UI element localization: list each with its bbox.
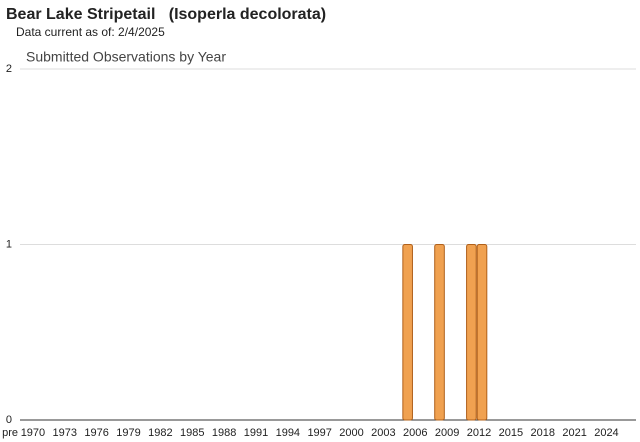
x-tick-label: 2021 [562,427,586,439]
x-tick-label: 2006 [403,427,427,439]
chart-title: Submitted Observations by Year [26,49,226,65]
x-tick-label: 1985 [180,427,204,439]
bar [402,244,413,421]
x-tick-label: 2018 [530,427,554,439]
x-tick-label: 1994 [276,427,300,439]
y-tick-label: 2 [6,63,12,75]
x-tick-label: 2015 [499,427,523,439]
x-tick-label: 1997 [307,427,331,439]
x-tick-label: 1988 [212,427,236,439]
x-tick-label: 1982 [148,427,172,439]
x-tick-label: 1976 [84,427,108,439]
page-subtitle: Data current as of: 2/4/2025 [16,25,165,39]
x-tick-label: 2009 [435,427,459,439]
bar [434,244,445,421]
page-title: Bear Lake Stripetail (Isoperla decolorat… [6,6,326,23]
x-tick-label: 1970 [21,427,45,439]
x-tick-label: 1979 [116,427,140,439]
y-tick-label: 0 [6,414,12,426]
x-tick-label: pre [2,427,18,439]
x-tick-label: 1973 [53,427,77,439]
x-tick-label: 2000 [339,427,363,439]
x-tick-label: 2012 [467,427,491,439]
bar [466,244,477,421]
bar [476,244,488,421]
x-tick-label: 2003 [371,427,395,439]
x-tick-label: 1991 [244,427,268,439]
x-tick-label: 2024 [594,427,618,439]
y-tick-label: 1 [6,238,12,250]
